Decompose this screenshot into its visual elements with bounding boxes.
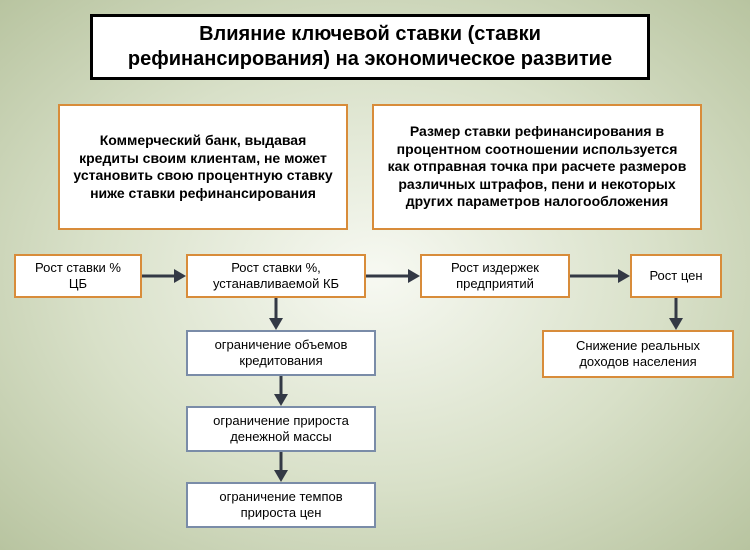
diagram-container: Влияние ключевой ставки (ставки рефинанс… <box>0 0 750 550</box>
n2-text: Рост ставки %, устанавливаемой КБ <box>198 260 354 293</box>
info-right-text: Размер ставки рефинансирования в процент… <box>384 123 690 211</box>
flow-node-income: Снижение реальных доходов населения <box>542 330 734 378</box>
flow-node-prices: Рост цен <box>630 254 722 298</box>
flow-node-rate-cb: Рост ставки % ЦБ <box>14 254 142 298</box>
n1-text: Рост ставки % ЦБ <box>26 260 130 293</box>
flow-node-credit-limit: ограничение объемов кредитования <box>186 330 376 376</box>
n7-text: ограничение прироста денежной массы <box>198 413 364 446</box>
flow-node-money-limit: ограничение прироста денежной массы <box>186 406 376 452</box>
n8-text: ограничение темпов прироста цен <box>198 489 364 522</box>
flow-node-rate-kb: Рост ставки %, устанавливаемой КБ <box>186 254 366 298</box>
n4-text: Рост цен <box>649 268 702 284</box>
n5-text: Снижение реальных доходов населения <box>554 338 722 371</box>
flow-node-price-growth-limit: ограничение темпов прироста цен <box>186 482 376 528</box>
info-box-right: Размер ставки рефинансирования в процент… <box>372 104 702 230</box>
info-left-text: Коммерческий банк, выдавая кредиты своим… <box>70 132 336 202</box>
n3-text: Рост издержек предприятий <box>432 260 558 293</box>
info-box-left: Коммерческий банк, выдавая кредиты своим… <box>58 104 348 230</box>
title-text: Влияние ключевой ставки (ставки рефинанс… <box>103 22 637 72</box>
diagram-title: Влияние ключевой ставки (ставки рефинанс… <box>90 14 650 80</box>
flow-node-costs: Рост издержек предприятий <box>420 254 570 298</box>
n6-text: ограничение объемов кредитования <box>198 337 364 370</box>
